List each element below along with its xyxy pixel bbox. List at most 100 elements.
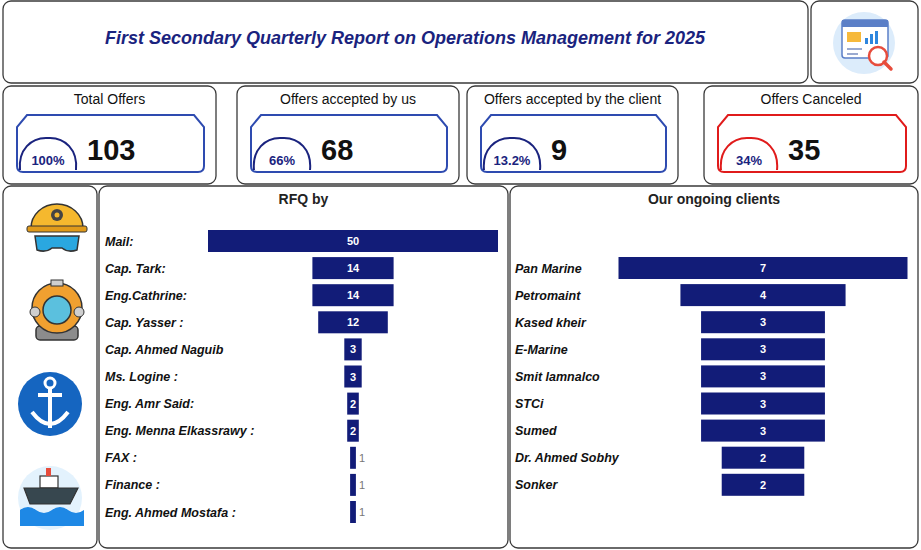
icon-bar xyxy=(870,34,873,44)
kpi-percent: 100% xyxy=(31,153,65,168)
ship-icon xyxy=(18,466,84,530)
anchor-bg xyxy=(18,372,82,436)
chart-panel xyxy=(99,186,508,548)
kpi-percent: 13.2% xyxy=(494,153,531,168)
bar xyxy=(722,447,805,469)
anchor-arms xyxy=(32,412,68,424)
helmet-brim xyxy=(27,226,87,232)
category-label: Cap. Yasser : xyxy=(105,316,184,330)
data-label: 3 xyxy=(760,425,766,437)
diver-port xyxy=(74,307,84,317)
kpi-card xyxy=(704,86,918,184)
category-label: E-Marine xyxy=(515,343,568,357)
category-label: Mail: xyxy=(105,235,133,249)
icon-handle xyxy=(884,62,891,69)
diver-port xyxy=(30,307,40,317)
icon-titlebar xyxy=(842,20,888,27)
ship-waves xyxy=(20,507,84,526)
kpi-value: 35 xyxy=(788,134,820,166)
data-label: 3 xyxy=(760,370,766,382)
category-label: Pan Marine xyxy=(515,262,582,276)
diver-valve xyxy=(51,280,63,286)
category-label: Dr. Ahmed Sobhy xyxy=(515,451,620,465)
anchor-ring xyxy=(45,378,55,388)
category-label: Eng. Ahmed Mostafa : xyxy=(105,506,236,520)
kpi-inner-card xyxy=(17,115,204,172)
icon-line xyxy=(847,53,858,55)
kpi-percent: 34% xyxy=(736,153,762,168)
category-label: Kased kheir xyxy=(515,316,587,330)
kpi-value: 68 xyxy=(321,134,353,166)
helmet-gear-hole xyxy=(55,213,60,218)
bar xyxy=(680,284,845,306)
category-label: Smit lamnalco xyxy=(515,370,600,384)
kpi-badge xyxy=(254,138,310,170)
labels: Mail: 50 Cap. Tark: 14 Eng.Cathrine: 14 Cap. Y… xyxy=(105,235,365,520)
bar xyxy=(312,257,393,279)
bar xyxy=(350,447,356,469)
icon-bar xyxy=(865,38,868,44)
bar xyxy=(701,311,825,333)
category-label: Eng. Amr Said: xyxy=(105,397,194,411)
category-label: Cap. Tark: xyxy=(105,262,166,276)
kpi-inner-card xyxy=(481,115,666,172)
diver-icon xyxy=(30,280,84,340)
bar xyxy=(701,420,825,442)
data-label: 3 xyxy=(760,398,766,410)
chart-panel xyxy=(510,186,918,548)
kpi-badge xyxy=(20,138,76,170)
data-label: 14 xyxy=(347,289,360,301)
data-label: 2 xyxy=(350,425,356,437)
category-label: Eng.Cathrine: xyxy=(105,289,187,303)
kpi-label: Offers accepted by the client xyxy=(484,91,661,107)
category-label: Sumed xyxy=(515,424,557,438)
category-label: Petromaint xyxy=(515,289,581,303)
data-label: 1 xyxy=(359,479,365,491)
category-label: STCi xyxy=(515,397,544,411)
bar xyxy=(350,474,356,496)
bar xyxy=(701,338,825,360)
bar xyxy=(208,230,498,252)
category-label: Ms. Logine : xyxy=(105,370,178,384)
kpi-card xyxy=(3,86,216,184)
ship-hull xyxy=(24,488,78,504)
kpi-percent: 66% xyxy=(269,153,295,168)
icon-bar xyxy=(875,31,878,44)
report-icon xyxy=(833,12,895,74)
kpi-label: Total Offers xyxy=(74,91,145,107)
data-label: 1 xyxy=(359,452,365,464)
helmet-gear xyxy=(51,209,63,221)
category-label: Sonker xyxy=(515,478,559,492)
data-label: 2 xyxy=(760,479,766,491)
labels: Pan Marine 7 Petromaint 4 Kased kheir 3 E-Mari… xyxy=(515,262,767,493)
data-label: 1 xyxy=(359,506,365,518)
category-label: Cap. Ahmed Naguib xyxy=(105,343,224,357)
data-label: 14 xyxy=(347,262,360,274)
data-label: 4 xyxy=(760,289,767,301)
kpi-badge xyxy=(721,138,777,170)
chart-title: Our ongoing clients xyxy=(648,191,780,207)
data-label: 3 xyxy=(760,316,766,328)
bars xyxy=(619,257,908,496)
kpi-inner-card xyxy=(251,115,447,172)
bar xyxy=(701,393,825,415)
icon-block xyxy=(847,32,861,42)
data-label: 12 xyxy=(347,316,359,328)
category-label: FAX : xyxy=(105,451,137,465)
data-label: 7 xyxy=(760,262,766,274)
dashboard: First Secondary Quarterly Report on Oper… xyxy=(0,0,921,550)
bars xyxy=(208,230,498,523)
kpi-label: Offers accepted by us xyxy=(280,91,416,107)
bar xyxy=(350,501,356,523)
kpi-card xyxy=(237,86,459,184)
ship-funnel xyxy=(46,468,51,476)
data-label: 2 xyxy=(350,398,356,410)
data-label: 50 xyxy=(347,235,359,247)
data-label: 3 xyxy=(350,371,356,383)
icon-box xyxy=(811,1,918,83)
bar xyxy=(701,365,825,387)
icon-bg xyxy=(833,12,895,74)
bar xyxy=(344,338,361,360)
bar xyxy=(344,366,361,388)
bar xyxy=(619,257,908,279)
